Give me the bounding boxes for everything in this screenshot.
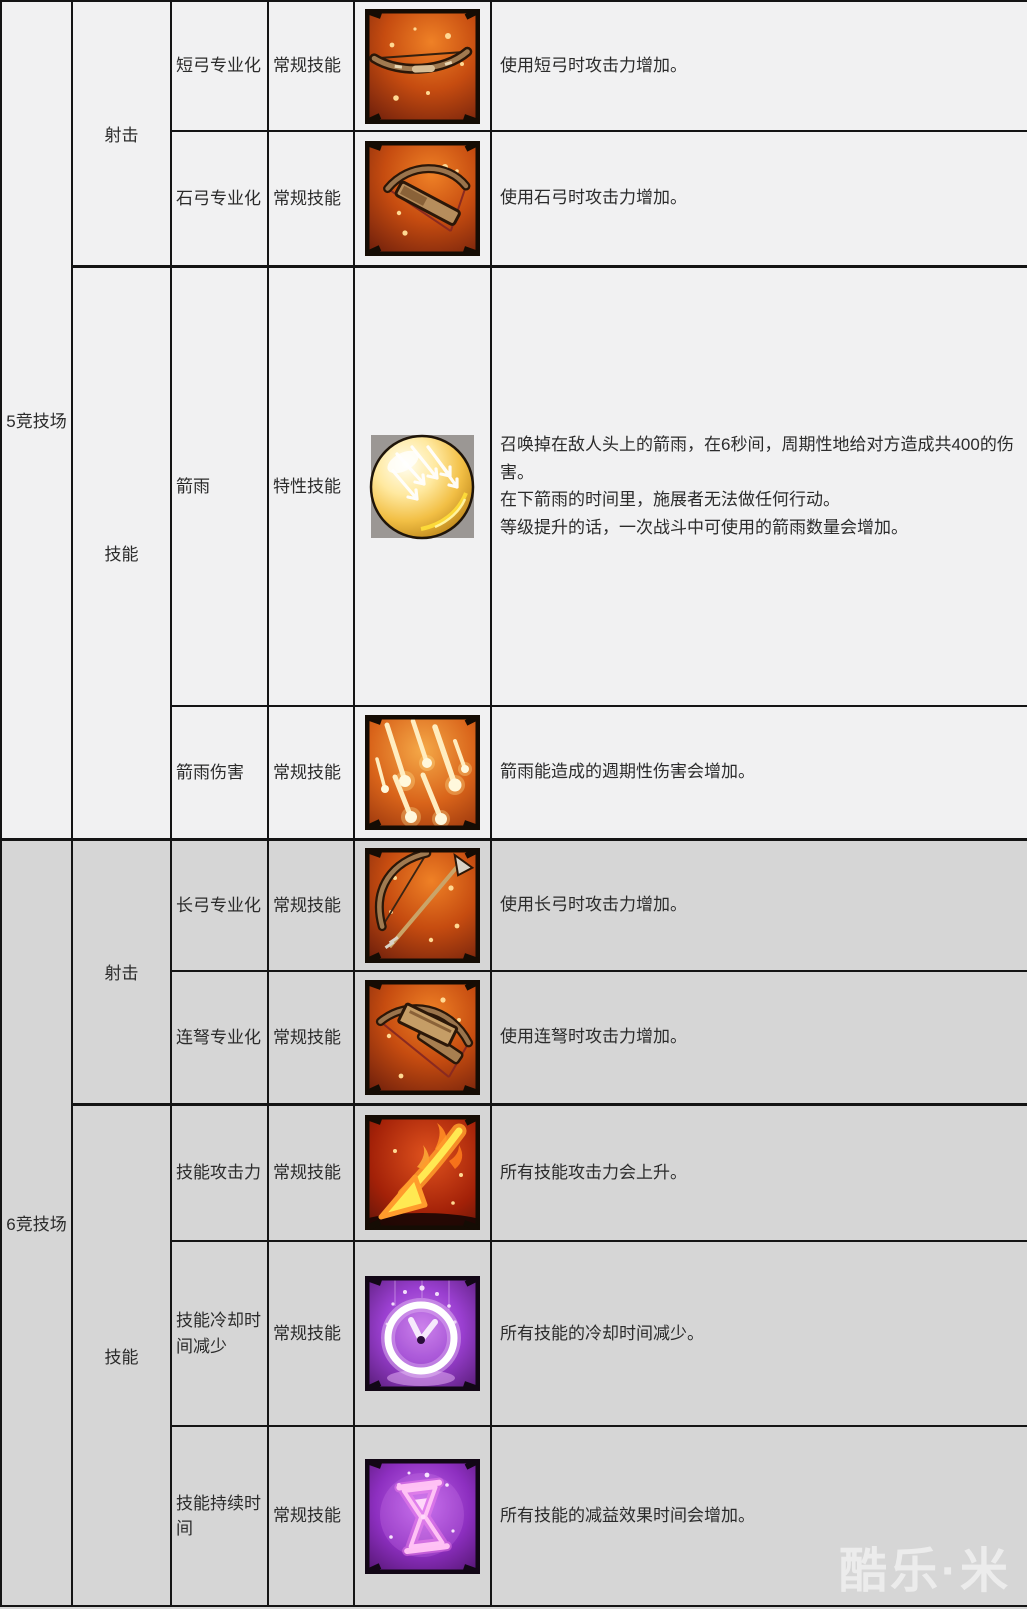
skill-name-cell: 石弓专业化	[170, 130, 269, 267]
short-bow-icon	[365, 8, 480, 124]
arrow-rain-damage-icon	[365, 714, 480, 830]
skill-icon-cell	[353, 970, 492, 1105]
skill-name-cell: 技能攻击力	[170, 1102, 269, 1242]
stone-bow-icon	[365, 140, 480, 256]
category-cell-shooting-1: 射击	[71, 0, 172, 267]
repeating-crossbow-icon	[365, 979, 480, 1095]
skill-type-cell: 常规技能	[267, 1425, 355, 1607]
skill-desc-cell: 使用连弩时攻击力增加。	[490, 970, 1027, 1105]
skill-attack-arrow-icon	[365, 1115, 480, 1231]
skill-type-cell: 常规技能	[267, 1102, 355, 1242]
skill-icon-cell	[353, 264, 492, 707]
skill-type-cell: 特性技能	[267, 264, 355, 707]
skill-icon-cell	[353, 705, 492, 840]
duration-hourglass-icon	[365, 1458, 480, 1574]
skill-type-cell: 常规技能	[267, 1240, 355, 1427]
skill-desc-cell: 所有技能的减益效果时间会增加。	[490, 1425, 1027, 1607]
skill-desc-cell: 箭雨能造成的週期性伤害会增加。	[490, 705, 1027, 840]
arrow-rain-orb-icon	[365, 429, 480, 544]
skill-name-cell: 箭雨	[170, 264, 269, 707]
category-cell-skill-2: 技能	[71, 1102, 172, 1607]
skill-name-cell: 连弩专业化	[170, 970, 269, 1105]
arena-cell-6: 6竞技场	[0, 837, 73, 1607]
skill-icon-cell	[353, 130, 492, 267]
skill-type-cell: 常规技能	[267, 837, 355, 972]
skill-type-cell: 常规技能	[267, 0, 355, 132]
skill-type-cell: 常规技能	[267, 705, 355, 840]
category-cell-shooting-2: 射击	[71, 837, 172, 1105]
skill-name-cell: 短弓专业化	[170, 0, 269, 132]
skill-name-cell: 技能冷却时间减少	[170, 1240, 269, 1427]
cooldown-clock-icon	[365, 1276, 480, 1391]
skill-type-cell: 常规技能	[267, 970, 355, 1105]
arena-cell-5: 5竞技场	[0, 0, 73, 840]
skill-icon-cell	[353, 0, 492, 132]
skill-icon-cell	[353, 1425, 492, 1607]
skill-icon-cell	[353, 837, 492, 972]
skill-icon-cell	[353, 1240, 492, 1427]
category-cell-skill-1: 技能	[71, 264, 172, 840]
skill-desc-cell: 使用短弓时攻击力增加。	[490, 0, 1027, 132]
skill-desc-cell: 使用石弓时攻击力增加。	[490, 130, 1027, 267]
skill-desc-cell: 所有技能的冷却时间减少。	[490, 1240, 1027, 1427]
skill-name-cell: 长弓专业化	[170, 837, 269, 972]
skill-icon-cell	[353, 1102, 492, 1242]
skill-desc-cell: 所有技能攻击力会上升。	[490, 1102, 1027, 1242]
skill-type-cell: 常规技能	[267, 130, 355, 267]
skill-name-cell: 箭雨伤害	[170, 705, 269, 840]
skill-desc-cell: 召唤掉在敌人头上的箭雨，在6秒间，周期性地给对方造成共400的伤害。 在下箭雨的…	[490, 264, 1027, 707]
long-bow-icon	[365, 847, 480, 963]
skill-desc-cell: 使用长弓时攻击力增加。	[490, 837, 1027, 972]
skill-name-cell: 技能持续时间	[170, 1425, 269, 1607]
